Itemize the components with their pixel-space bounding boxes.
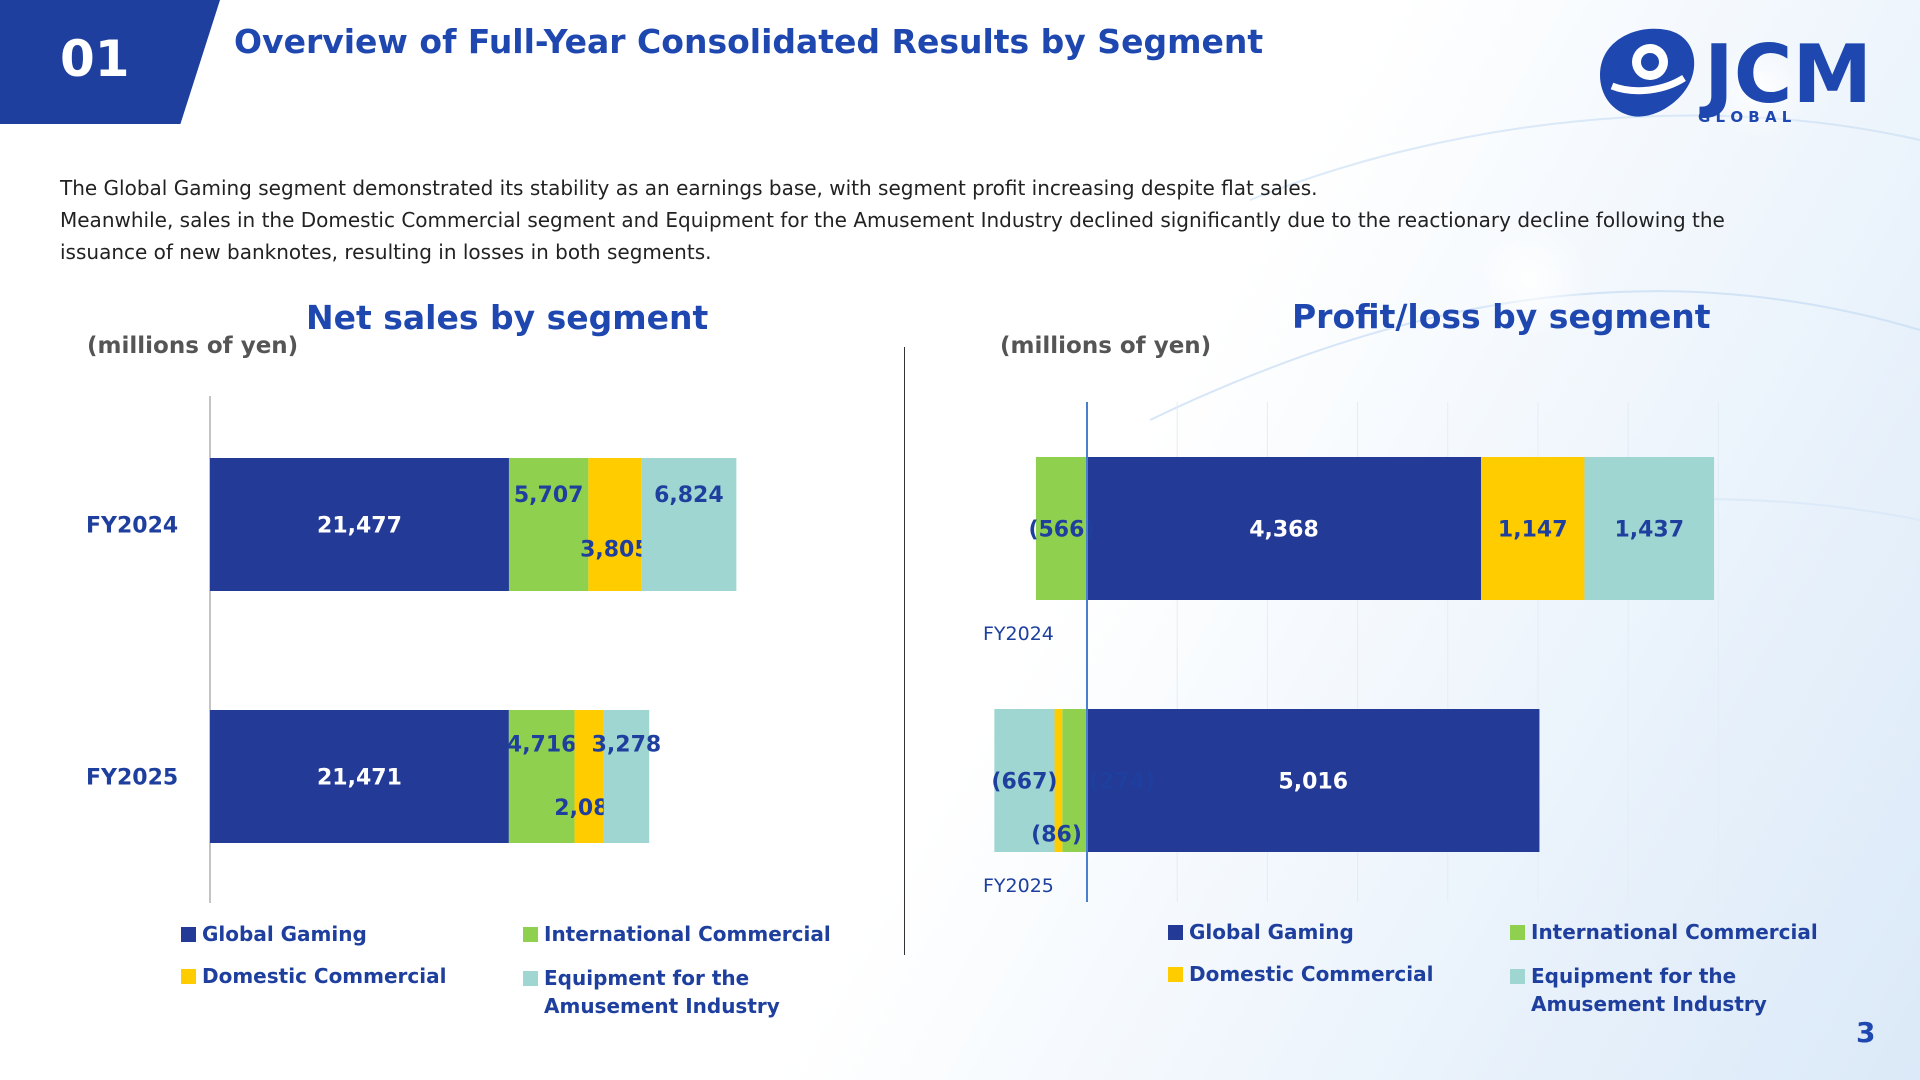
bar-international-commercial	[508, 710, 575, 843]
data-label: 5,707	[514, 483, 584, 508]
profit-unit-label: (millions of yen)	[1000, 333, 1212, 359]
data-label: (86)	[1031, 822, 1082, 847]
data-label: 4,368	[1249, 518, 1319, 543]
data-label: 1,147	[1498, 518, 1568, 543]
legend-swatch	[523, 927, 538, 942]
legend-swatch	[523, 971, 538, 986]
legend-label: Domestic Commercial	[1189, 962, 1434, 986]
bar-global-gaming	[1087, 709, 1540, 852]
net-sales-chart: FY2024 21,477 5,707 3,805 6,824 FY2025 21,471 4…	[86, 396, 737, 903]
logo-wordmark: JCM	[1699, 28, 1872, 121]
data-label: (667)	[991, 770, 1057, 795]
legend-label: International Commercial	[544, 922, 831, 946]
net-sales-chart-title: Net sales by segment	[306, 298, 709, 337]
legend-swatch	[181, 927, 196, 942]
bar-international-commercial	[1062, 709, 1087, 852]
profit-chart: 4,368 (566) 1,147 1,437 FY2024 5,016 (274) (86)…	[983, 402, 1719, 902]
bar-amusement	[994, 709, 1055, 852]
data-label: 5,016	[1278, 770, 1348, 795]
legend-swatch	[181, 969, 196, 984]
section-badge: 01	[0, 0, 220, 124]
legend-swatch	[1168, 925, 1183, 940]
bar-international-commercial	[1035, 457, 1087, 600]
legend-label: Amusement Industry	[544, 994, 780, 1018]
bar-domestic-commercial	[574, 710, 604, 843]
page-number: 3	[1856, 1016, 1876, 1049]
jcm-logo: JCM G L O B A L	[1600, 28, 1872, 126]
section-number: 01	[60, 30, 130, 88]
data-label: 3,278	[592, 732, 662, 757]
legend-label: Global Gaming	[1189, 920, 1354, 944]
logo-subtext: G L O B A L	[1698, 108, 1792, 126]
net-sales-unit-label: (millions of yen)	[87, 333, 299, 359]
panel-divider	[904, 347, 905, 955]
bar-global-gaming	[210, 710, 509, 843]
category-label: FY2024	[983, 623, 1054, 645]
data-label: 21,471	[317, 766, 402, 791]
bar-domestic-commercial	[1054, 709, 1063, 852]
summary-text: The Global Gaming segment demonstrated i…	[60, 172, 1860, 268]
legend-swatch	[1168, 967, 1183, 982]
bar-domestic-commercial	[1480, 457, 1585, 600]
bar-global-gaming	[1087, 457, 1481, 600]
data-label: (274)	[1089, 770, 1155, 795]
bar-amusement	[1584, 457, 1715, 600]
summary-line: issuance of new banknotes, resulting in …	[60, 240, 712, 264]
legend-label: Amusement Industry	[1531, 992, 1767, 1016]
category-label: FY2024	[86, 514, 178, 539]
page-title: Overview of Full-Year Consolidated Resul…	[234, 22, 1264, 61]
summary-line: Meanwhile, sales in the Domestic Commerc…	[60, 208, 1725, 232]
legend-swatch	[1510, 925, 1525, 940]
category-label: FY2025	[86, 766, 178, 791]
legend-label: Equipment for the	[1531, 964, 1737, 988]
bar-global-gaming	[210, 458, 509, 591]
data-label: 1,437	[1614, 518, 1684, 543]
profit-chart-title: Profit/loss by segment	[1292, 297, 1711, 336]
data-label: 4,716	[507, 732, 577, 757]
bar-international-commercial	[508, 458, 589, 591]
bar-amusement	[603, 710, 650, 843]
data-label: (566)	[1028, 518, 1094, 543]
data-label: 21,477	[317, 514, 402, 539]
legend-label: International Commercial	[1531, 920, 1818, 944]
legend-label: Equipment for the	[544, 966, 750, 990]
bar-domestic-commercial	[588, 458, 642, 591]
data-label: 3,805	[580, 537, 650, 562]
legend-label: Global Gaming	[202, 922, 367, 946]
data-label: 6,824	[654, 483, 724, 508]
category-label: FY2025	[983, 875, 1054, 897]
summary-line: The Global Gaming segment demonstrated i…	[60, 176, 1318, 200]
legend-label: Domestic Commercial	[202, 964, 447, 988]
legend-swatch	[1510, 969, 1525, 984]
bar-amusement	[641, 458, 737, 591]
